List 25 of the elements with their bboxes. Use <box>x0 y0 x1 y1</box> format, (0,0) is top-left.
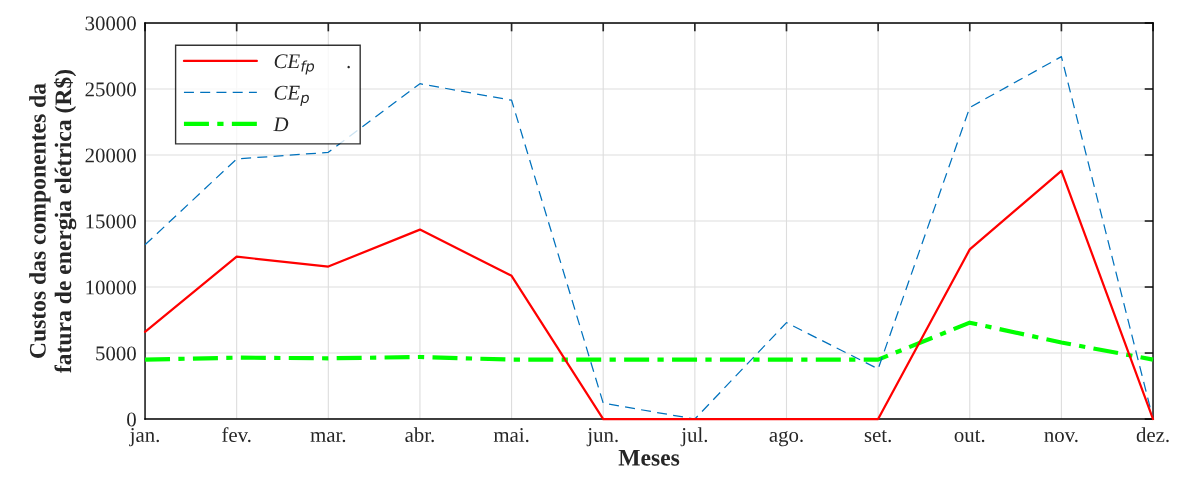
x-axis-title: Meses <box>618 449 680 466</box>
y-tick-label: 30000 <box>85 16 136 31</box>
y-axis-title: Custos das componentes da fatura de energia elétrica (R$) <box>29 69 77 373</box>
legend-label: D <box>273 117 289 132</box>
y-tick-label: 20000 <box>85 148 136 163</box>
y-tick-label: 15000 <box>86 214 136 229</box>
x-tick-label: mai. <box>493 428 529 443</box>
x-tick-label: jul. <box>680 427 708 447</box>
y-tick-label: 10000 <box>86 280 136 295</box>
x-tick-label: set. <box>864 430 891 443</box>
x-tick-label: dez. <box>1136 427 1169 443</box>
x-tick-label: mar. <box>310 432 346 443</box>
y-tick-label: 0 <box>127 412 136 427</box>
x-tick-label: jan. <box>129 428 159 447</box>
text: CE$_{fp}$ . <box>274 54 350 75</box>
line-series <box>142 320 1156 362</box>
y-tick-label: 25000 <box>85 82 136 97</box>
x-tick-label: abr. <box>405 427 434 443</box>
x-tick-label: fev. <box>222 427 251 443</box>
x-tick-label: ago. <box>769 431 803 447</box>
x-tick-label: nov. <box>1044 432 1078 443</box>
x-tick-label: jun. <box>586 428 618 447</box>
legend-label: CE$_{p}$ <box>274 85 309 106</box>
y-tick-label: 5000 <box>96 346 136 361</box>
x-tick-label: out. <box>954 430 985 443</box>
